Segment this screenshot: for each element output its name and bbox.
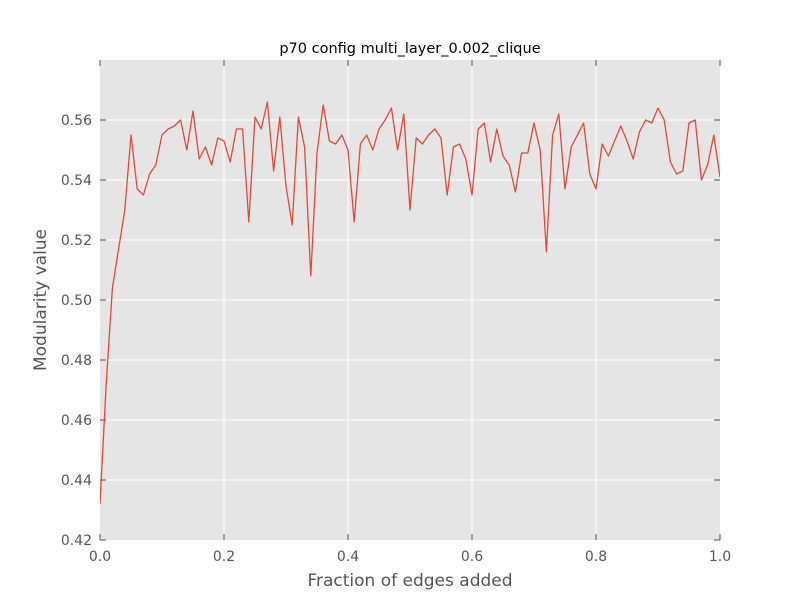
y-tick-label: 0.48 [61, 353, 92, 369]
x-tick-label: 0.8 [585, 549, 607, 565]
y-tick-label: 0.42 [61, 533, 92, 549]
y-tick-label: 0.56 [61, 113, 92, 129]
y-axis-label: Modularity value [31, 229, 51, 371]
y-tick-label: 0.50 [61, 293, 92, 309]
x-axis-label: Fraction of edges added [307, 571, 512, 591]
y-tick-label: 0.52 [61, 233, 92, 249]
y-tick-labels: 0.42 0.44 0.46 0.48 0.50 0.52 0.54 0.56 [61, 113, 92, 549]
x-tick-label: 0.6 [461, 549, 483, 565]
y-tick-label: 0.46 [61, 413, 92, 429]
x-tick-label: 1.0 [709, 549, 731, 565]
chart-title: p70 config multi_layer_0.002_clique [279, 41, 540, 57]
y-tick-label: 0.44 [61, 473, 92, 489]
axis-ticks [99, 60, 721, 541]
grid-lines [100, 60, 720, 540]
series-line-group [100, 101, 720, 505]
x-tick-label: 0.0 [89, 549, 111, 565]
x-tick-label: 0.4 [337, 549, 359, 565]
x-tick-labels: 0.0 0.2 0.4 0.6 0.8 1.0 [89, 549, 731, 565]
y-tick-label: 0.54 [61, 173, 92, 189]
series-line-modularity [100, 101, 720, 505]
x-tick-label: 0.2 [213, 549, 235, 565]
